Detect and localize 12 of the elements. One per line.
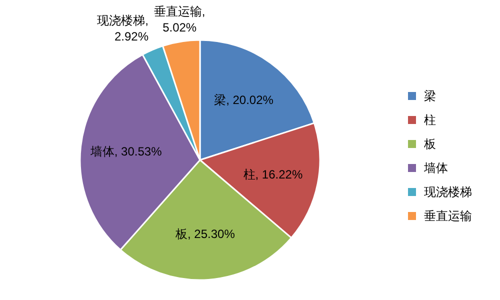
- data-label: 板, 25.30%: [174, 227, 236, 242]
- data-label: 梁, 20.02%: [214, 92, 274, 107]
- data-label: 柱, 16.22%: [243, 168, 303, 182]
- legend-label: 板: [423, 137, 436, 151]
- legend-label: 现浇楼梯: [424, 185, 472, 199]
- legend-label: 柱: [424, 113, 436, 127]
- data-label: 墙体, 30.53%: [89, 144, 162, 159]
- data-label: 垂直运输, 5.02%: [154, 4, 206, 35]
- data-label: 现浇楼梯, 2.92%: [97, 14, 149, 44]
- legend-label: 垂直运输: [424, 209, 472, 223]
- legend-label: 梁: [424, 89, 436, 103]
- legend-label: 墙体: [423, 161, 448, 175]
